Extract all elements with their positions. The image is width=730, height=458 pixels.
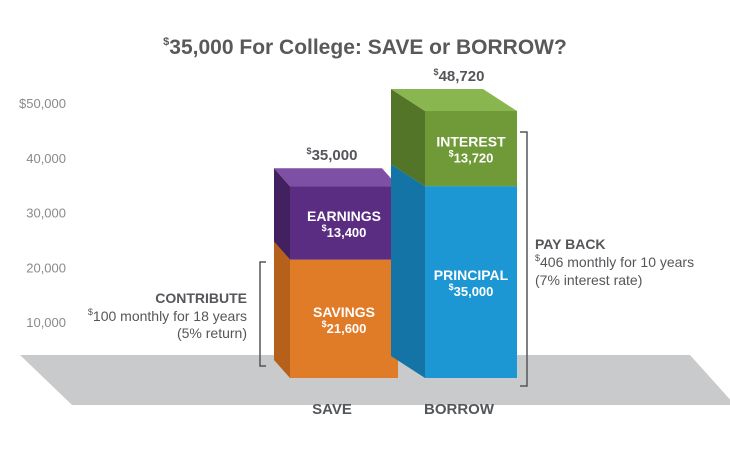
segment-value: $35,000 bbox=[449, 282, 494, 299]
chart-floor bbox=[20, 355, 730, 405]
annotation-line-0: $406 monthly for 10 years bbox=[535, 253, 694, 270]
bar-total: $48,720 bbox=[434, 67, 485, 85]
category-label: SAVE bbox=[312, 401, 352, 418]
y-tick-label-4: $50,000 bbox=[19, 96, 66, 111]
segment-value-value: 13,400 bbox=[327, 225, 367, 240]
annotation-heading: CONTRIBUTE bbox=[155, 290, 247, 306]
segment-value-value: 21,600 bbox=[327, 321, 367, 336]
annotation-pay-back: PAY BACK$406 monthly for 10 years (7% int… bbox=[520, 131, 694, 387]
segment-side-face bbox=[274, 241, 290, 378]
y-tick-label-3: 40,000 bbox=[26, 151, 66, 166]
title-currency-symbol: $ bbox=[163, 36, 170, 48]
segment-value-symbol: $ bbox=[449, 282, 454, 292]
segment-front-face bbox=[290, 259, 398, 378]
annotation-line-0: $100 monthly for 18 years bbox=[88, 307, 247, 324]
annotations: CONTRIBUTE$100 monthly for 18 years(5% r… bbox=[88, 131, 694, 387]
segment-side-face bbox=[391, 89, 425, 187]
bar-total: $35,000 bbox=[307, 146, 358, 164]
annotation-line-0-symbol: $ bbox=[535, 253, 540, 263]
y-tick-label-1: 20,000 bbox=[26, 260, 66, 275]
annotation-heading: PAY BACK bbox=[535, 236, 606, 252]
bar-total-symbol: $ bbox=[307, 146, 312, 156]
segment-earnings: EARNINGS$13,400 bbox=[274, 168, 398, 260]
segment-value: $13,720 bbox=[449, 149, 494, 166]
annotation-line-0-value: 100 monthly for 18 years bbox=[93, 308, 247, 324]
segment-front-face bbox=[290, 186, 398, 260]
bar-total-symbol: $ bbox=[434, 67, 439, 77]
segment-value-symbol: $ bbox=[322, 223, 327, 233]
y-tick-label-2: 30,000 bbox=[26, 206, 66, 221]
segment-savings: SAVINGS$21,600 bbox=[274, 241, 398, 378]
segment-label: INTEREST bbox=[436, 134, 506, 150]
segment-front-face bbox=[425, 186, 517, 378]
bracket-contribute bbox=[259, 261, 266, 367]
segment-value-value: 35,000 bbox=[454, 284, 494, 299]
segment-interest: INTEREST$13,720 bbox=[391, 89, 517, 187]
floor-plane bbox=[20, 355, 730, 405]
segment-front-face bbox=[425, 111, 517, 187]
segment-value-value: 13,720 bbox=[454, 151, 494, 166]
segment-label: PRINCIPAL bbox=[434, 267, 509, 283]
annotation-line-1: (5% return) bbox=[177, 325, 247, 341]
y-axis: 10,000 20,000 30,000 40,000 $50,000 bbox=[19, 96, 66, 330]
bar-total-value: 35,000 bbox=[312, 147, 358, 164]
annotation-contribute: CONTRIBUTE$100 monthly for 18 years(5% r… bbox=[88, 261, 266, 367]
segment-value-symbol: $ bbox=[322, 319, 327, 329]
segment-label: SAVINGS bbox=[313, 304, 375, 320]
segment-side-face bbox=[274, 168, 290, 260]
segment-value: $21,600 bbox=[322, 319, 367, 336]
segment-principal: PRINCIPAL$35,000 bbox=[391, 164, 517, 378]
bars: SAVINGS$21,600EARNINGS$13,400$35,000SAVE… bbox=[274, 67, 517, 418]
segment-value: $13,400 bbox=[322, 223, 367, 240]
annotation-line-0-symbol: $ bbox=[88, 307, 93, 317]
annotation-line-0-value: 406 monthly for 10 years bbox=[540, 254, 694, 270]
segment-top-face bbox=[391, 89, 517, 112]
segment-side-face bbox=[391, 164, 425, 378]
bar-total-value: 48,720 bbox=[439, 68, 485, 85]
category-label: BORROW bbox=[424, 401, 495, 418]
bracket-pay-back bbox=[520, 131, 528, 387]
segment-label: EARNINGS bbox=[307, 208, 381, 224]
segment-value-symbol: $ bbox=[449, 149, 454, 159]
title-text: 35,000 For College: SAVE or BORROW? bbox=[169, 36, 567, 59]
y-tick-label-0: 10,000 bbox=[26, 315, 66, 330]
chart-title: $35,000 For College: SAVE or BORROW? bbox=[0, 36, 730, 60]
bar-borrow: PRINCIPAL$35,000INTEREST$13,720$48,720BO… bbox=[391, 67, 517, 418]
annotation-line-1: (7% interest rate) bbox=[535, 272, 642, 288]
segment-top-face bbox=[274, 168, 398, 187]
